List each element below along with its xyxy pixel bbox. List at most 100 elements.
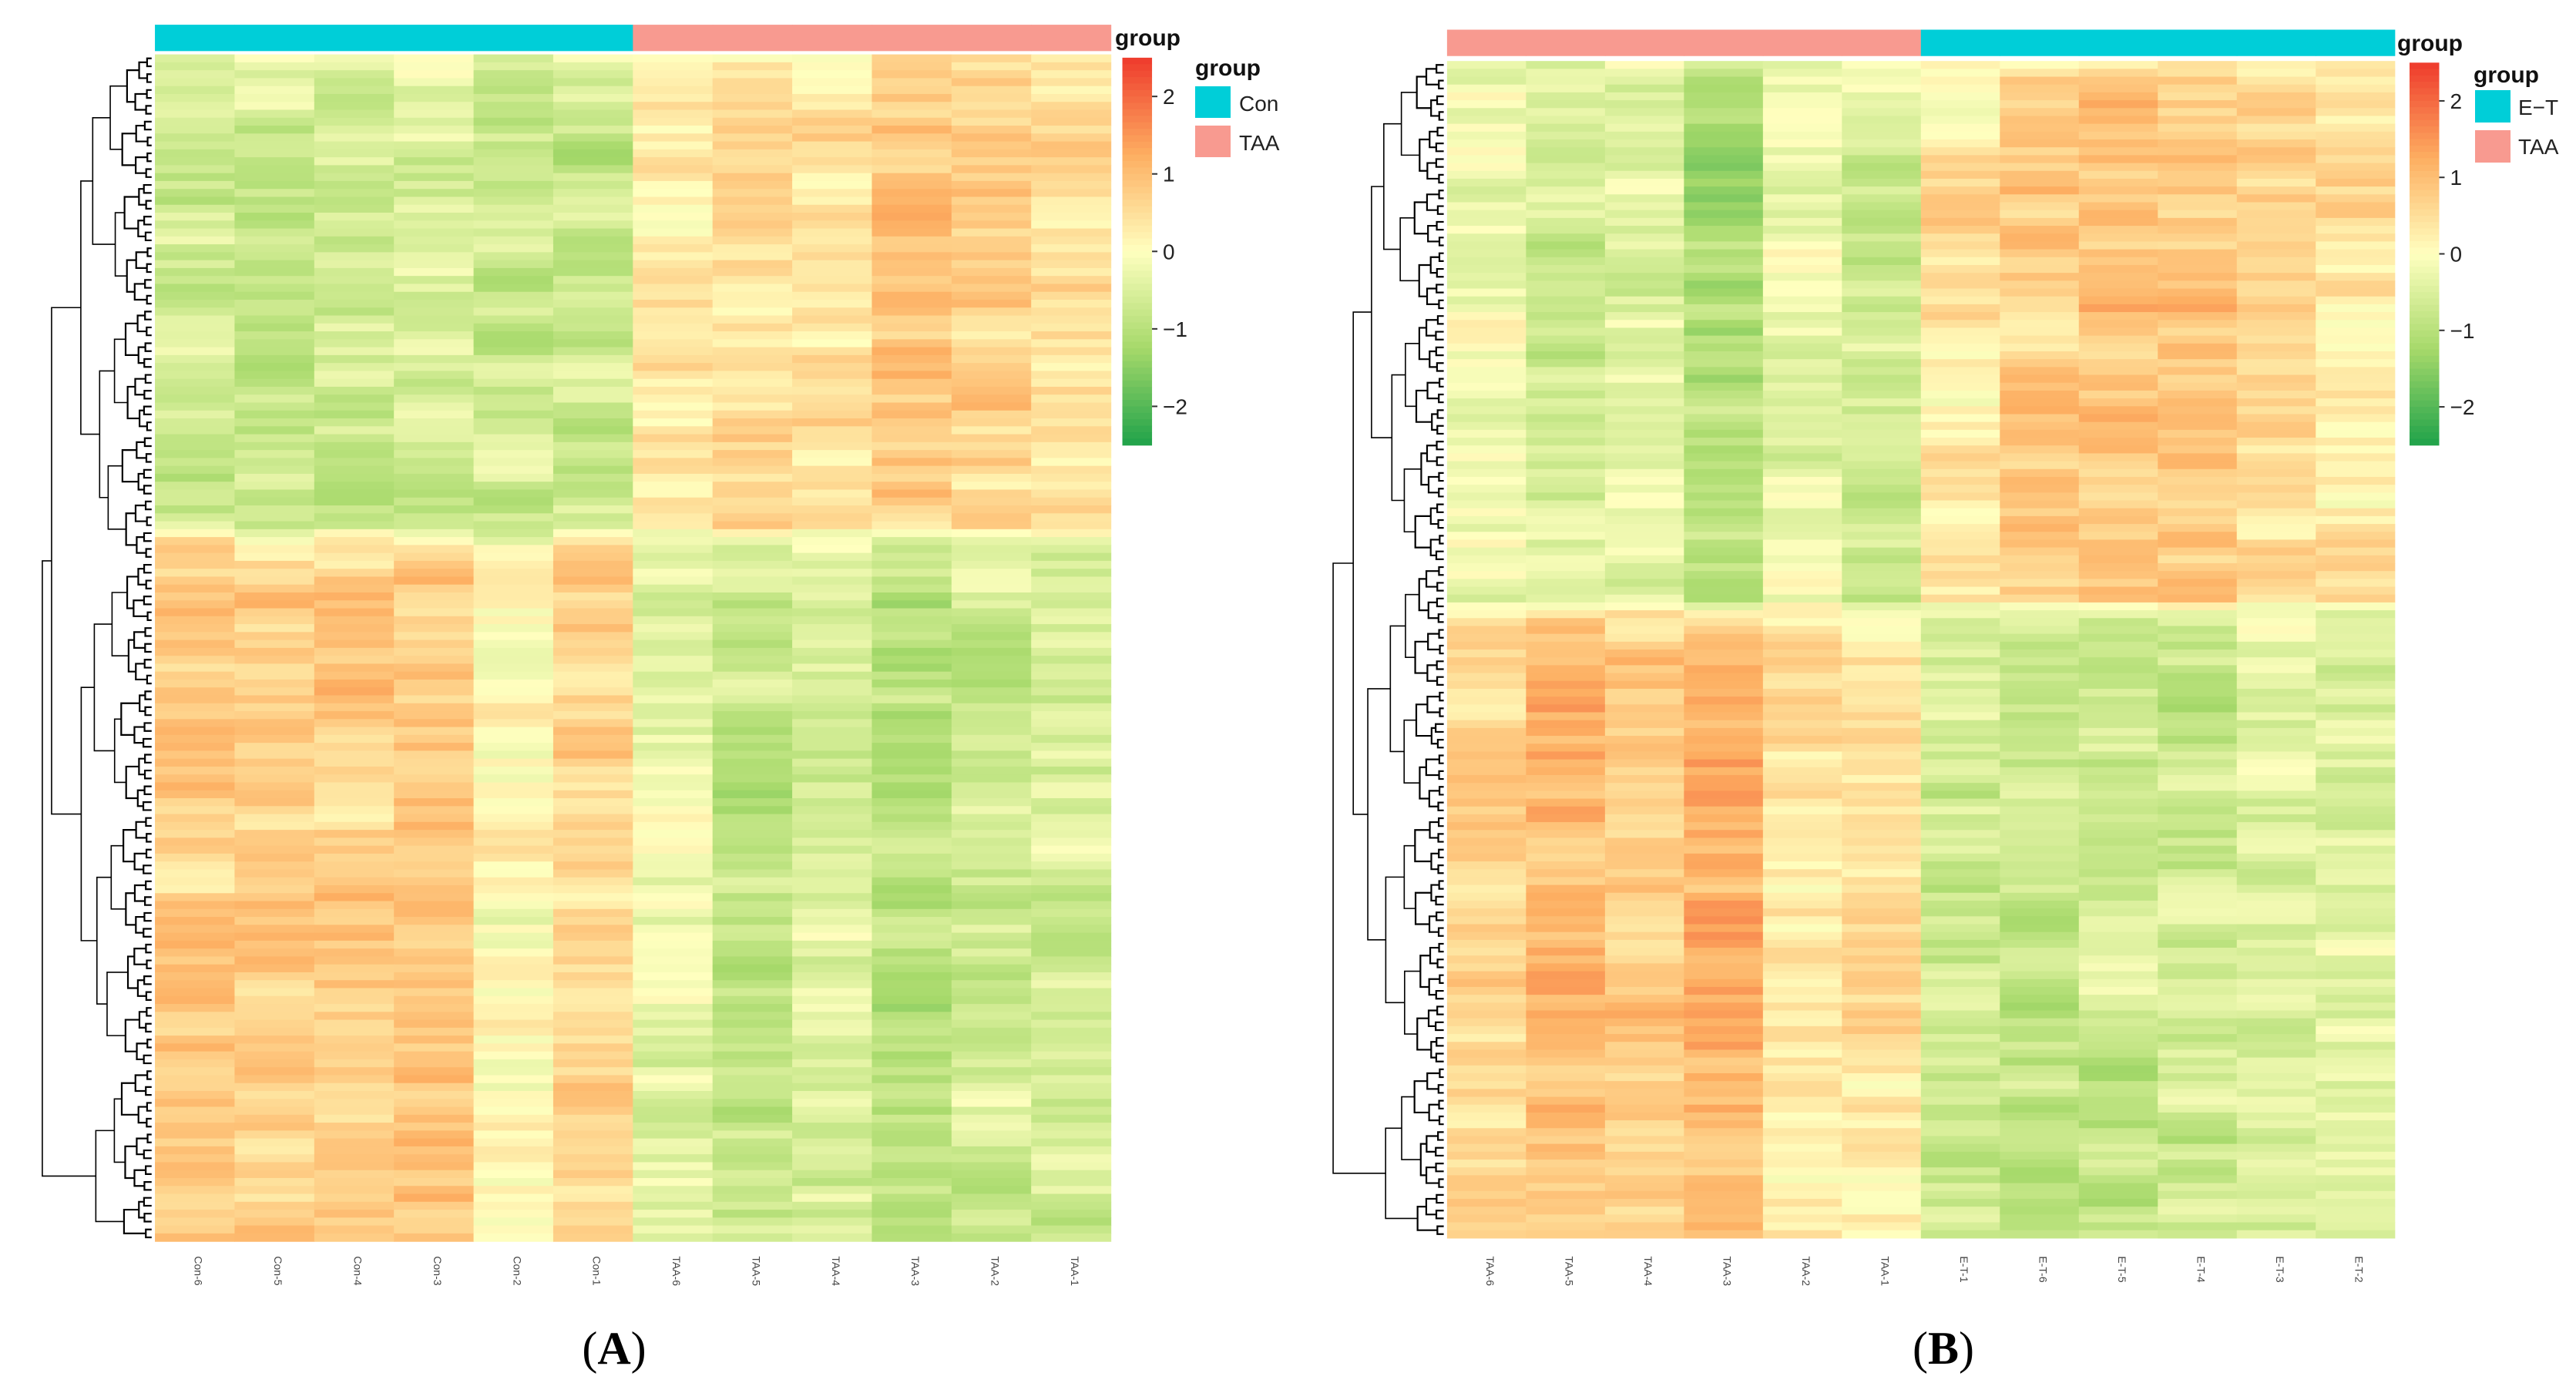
heatmap-cell [1920,233,2000,243]
heatmap-cell [552,276,633,285]
heatmap-cell [2158,100,2238,109]
heatmap-cell [1526,916,1606,925]
heatmap-cell [872,307,952,317]
heatmap-cell [1446,783,1526,791]
heatmap-cell [1526,382,1606,391]
heatmap-cell [1526,1072,1606,1082]
heatmap-cell [792,884,873,894]
heatmap-cell [1920,579,2000,588]
heatmap-cell [1842,131,1922,140]
heatmap-cell [2078,555,2158,564]
heatmap-cell [951,569,1032,578]
heatmap-cell [2000,798,2080,807]
heatmap-cell [2236,986,2316,995]
heatmap-cell [1762,1160,1842,1168]
heatmap-cell [394,363,475,372]
dendrogram-branch [146,1039,152,1049]
heatmap-cell [394,703,475,712]
heatmap-cell [951,1123,1032,1131]
heatmap-cell [2000,1049,2080,1059]
heatmap-cell [2236,343,2316,352]
heatmap-cell [234,1217,315,1227]
heatmap-cell [314,1138,395,1147]
heatmap-cell [2000,626,2080,635]
heatmap-cell [155,339,236,348]
heatmap-cell [1526,1112,1606,1121]
heatmap-cell [2236,476,2316,485]
heatmap-cell [2316,971,2396,980]
heatmap-cell [1842,1120,1922,1129]
heatmap-cell [2236,69,2316,78]
heatmap-cell [872,434,952,443]
heatmap-cell [552,663,633,673]
heatmap-cell [2158,524,2238,532]
heatmap-cell [2078,515,2158,525]
heatmap-cell [1604,1222,1684,1231]
heatmap-cell [394,482,475,491]
heatmap-cell [314,1170,395,1179]
heatmap-cell [633,62,714,71]
heatmap-cell [2316,727,2396,737]
heatmap-cell [1031,703,1112,712]
heatmap-cell [2158,1214,2238,1223]
heatmap-cell [2236,468,2316,478]
heatmap-cell [314,402,395,411]
heatmap-cell [552,236,633,245]
color-scale-legend: group group E−T TAA 210−1−2 [2397,31,2559,446]
dendrogram-branch [136,1042,148,1061]
heatmap-cell [872,901,952,910]
heatmap-cell [473,1004,554,1012]
heatmap-cell [552,537,633,545]
heatmap-cell [1684,453,1764,462]
heatmap-cell [2236,884,2316,894]
heatmap-cell [2158,1151,2238,1160]
heatmap-cell [2078,963,2158,972]
color-scale-bar-segment [2409,253,2440,261]
heatmap-cell [1031,307,1112,317]
heatmap-cell [872,86,952,95]
heatmap-cell [1842,908,1922,917]
heatmap-cell [394,893,475,902]
heatmap-cell [314,315,395,324]
dendrogram-branch [1438,378,1444,388]
color-scale-bar-segment [2409,400,2440,408]
heatmap-cell [552,505,633,514]
heatmap-cell [633,1043,714,1052]
heatmap-cell [2316,1025,2396,1035]
heatmap-cell [473,884,554,894]
heatmap-cell [2000,579,2080,588]
heatmap-cell [792,299,873,308]
heatmap-cell [872,1233,952,1242]
heatmap-cell [712,331,793,340]
heatmap-cell [2078,351,2158,360]
heatmap-cell [1920,1136,2000,1145]
heatmap-cell [394,719,475,728]
heatmap-cell [1446,147,1526,156]
heatmap-cell [951,180,1032,190]
heatmap-cell [2078,547,2158,556]
heatmap-cell [1762,1034,1842,1042]
heatmap-cell [2000,461,2080,470]
group-bar-segment [1446,29,1526,56]
heatmap-cell [552,956,633,965]
heatmap-cell [1031,679,1112,688]
heatmap-cell [1446,790,1526,800]
color-scale-bar-segment [1122,251,1153,259]
heatmap-cell [872,869,952,878]
heatmap-cell [552,837,633,847]
heatmap-cell [2000,1160,2080,1168]
heatmap-cell [1762,257,1842,266]
heatmap-cell [2000,116,2080,125]
heatmap-cell [792,687,873,696]
heatmap-cell [2000,367,2080,376]
heatmap-cell [872,1138,952,1147]
heatmap-cell [951,173,1032,182]
heatmap-cell [1526,853,1606,862]
heatmap-cell [2078,476,2158,485]
color-scale-bar-segment [2409,183,2440,191]
heatmap-cell [1526,163,1606,172]
heatmap-cell [712,1012,793,1021]
heatmap-cell [314,354,395,364]
heatmap-cell [314,545,395,554]
dendrogram-branch [1439,644,1444,655]
